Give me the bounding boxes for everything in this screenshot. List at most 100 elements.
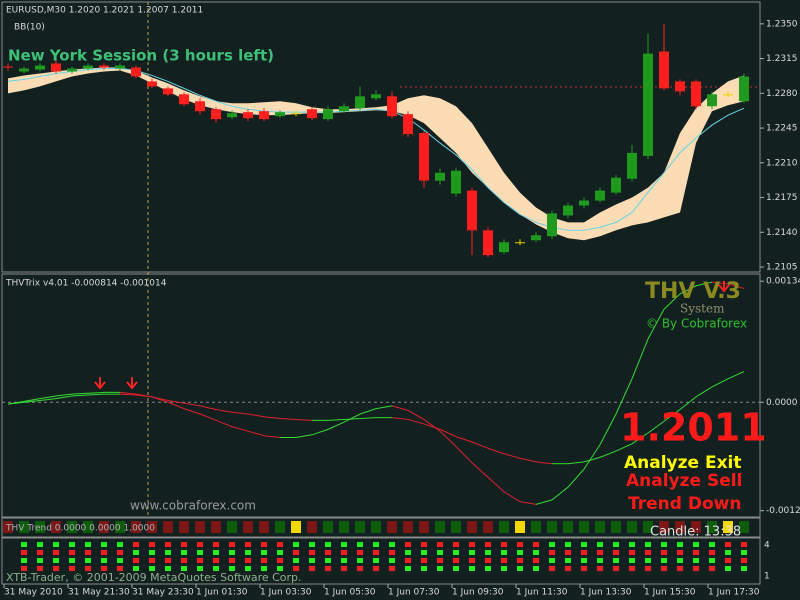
candle-timer: Candle: 13:38 [650,525,741,540]
chart-title: EURUSD,M30 1.2020 1.2021 1.2007 1.2011 [6,6,203,16]
website: www.cobraforex.com [130,499,256,513]
mtf-cell [197,558,203,563]
mtf-cell [549,558,555,563]
mtf-cell [149,558,155,563]
mtf-cell [293,542,299,547]
trend-cell [355,521,365,533]
mtf-cell [501,542,507,547]
mtf-cell [277,542,283,547]
y-tick-label: 1.2280 [766,89,798,99]
trix-segment [727,371,745,380]
mtf-cell [373,566,379,571]
mtf-cell [645,558,651,563]
x-tick-label: 1 Jun 11:30 [516,588,568,598]
mtf-cell [309,550,315,555]
y-tick-label: 1.2175 [766,193,798,203]
mtf-cell [133,558,139,563]
trix-segment [599,413,617,445]
candle-body [531,235,541,241]
trix-segment [231,426,249,432]
trix-segment [23,398,41,402]
level-top: 4 [764,541,770,551]
trend-cell [483,521,493,533]
trix-segment [55,393,73,397]
mtf-cell [405,542,411,547]
trend-cell [467,521,477,533]
mtf-cell [133,542,139,547]
mtf-cell [101,550,107,555]
candle-body [595,190,605,201]
trix-segment [487,476,505,493]
x-tick-label: 1 Jun 01:30 [196,588,248,598]
candle-body [67,68,77,72]
trend-cell [323,521,333,533]
candle-body [19,68,29,72]
mtf-cell [341,550,347,555]
mtf-cell [661,542,667,547]
mtf-cell [245,550,251,555]
mtf-cell [133,550,139,555]
mtf-cell [597,542,603,547]
trend-cell [67,521,77,533]
mtf-cell [501,566,507,571]
trix-segment [247,430,265,437]
trix-segment [439,428,457,438]
candle-body [259,111,269,120]
mtf-cell [229,542,235,547]
trend-cell [499,521,509,533]
mtf-cell [485,558,491,563]
trix-segment [727,283,745,289]
trix-segment [503,491,521,503]
mtf-cell [341,566,347,571]
mtf-cell [21,550,27,555]
mtf-cell [405,566,411,571]
mtf-cell [245,542,251,547]
trend-cell [195,521,205,533]
candle-body [3,66,13,68]
trix-segment [311,428,329,436]
trix-segment [407,418,425,425]
trend-cell [179,521,189,533]
mtf-cell [469,550,475,555]
y-tick-label: 1.2140 [766,228,798,238]
x-tick-label: 31 May 23:30 [132,588,194,598]
mtf-cell [533,558,539,563]
trix-segment [583,444,601,470]
mtf-cell [37,558,43,563]
trix-segment [71,392,89,395]
candle-body [707,94,717,107]
trix-segment [87,393,105,396]
mtf-cell [469,566,475,571]
candle-body [643,53,653,156]
candle-body [339,106,349,112]
mtf-cell [229,550,235,555]
mtf-cell [741,558,747,563]
mtf-cell [677,566,683,571]
mtf-cell [101,566,107,571]
mtf-cell [485,566,491,571]
trend-cell [275,521,285,533]
trix-segment [519,457,537,463]
x-tick-label: 1 Jun 03:30 [260,588,312,598]
trix-segment [455,436,473,443]
trix-segment [471,462,489,478]
mtf-cell [53,550,59,555]
y-tick-label: 1.2350 [766,19,798,29]
candle-body [627,152,637,179]
indicator-label: BB(10) [14,23,45,33]
mtf-cell [709,558,715,563]
candle-body [195,101,205,112]
mtf-cell [693,542,699,547]
trix-segment [615,443,633,452]
trix-segment [263,416,281,420]
candle-body [211,109,221,120]
mtf-cell [485,550,491,555]
trend-cell [371,521,381,533]
candle-body [371,94,381,99]
mtf-cell [437,542,443,547]
mtf-cell [645,550,651,555]
mtf-cell [469,558,475,563]
plot-layer: 1.2105 1.2140 1.2175 1.2210 1.2245 1.2280 1.23… [2,19,800,598]
mtf-cell [469,542,475,547]
